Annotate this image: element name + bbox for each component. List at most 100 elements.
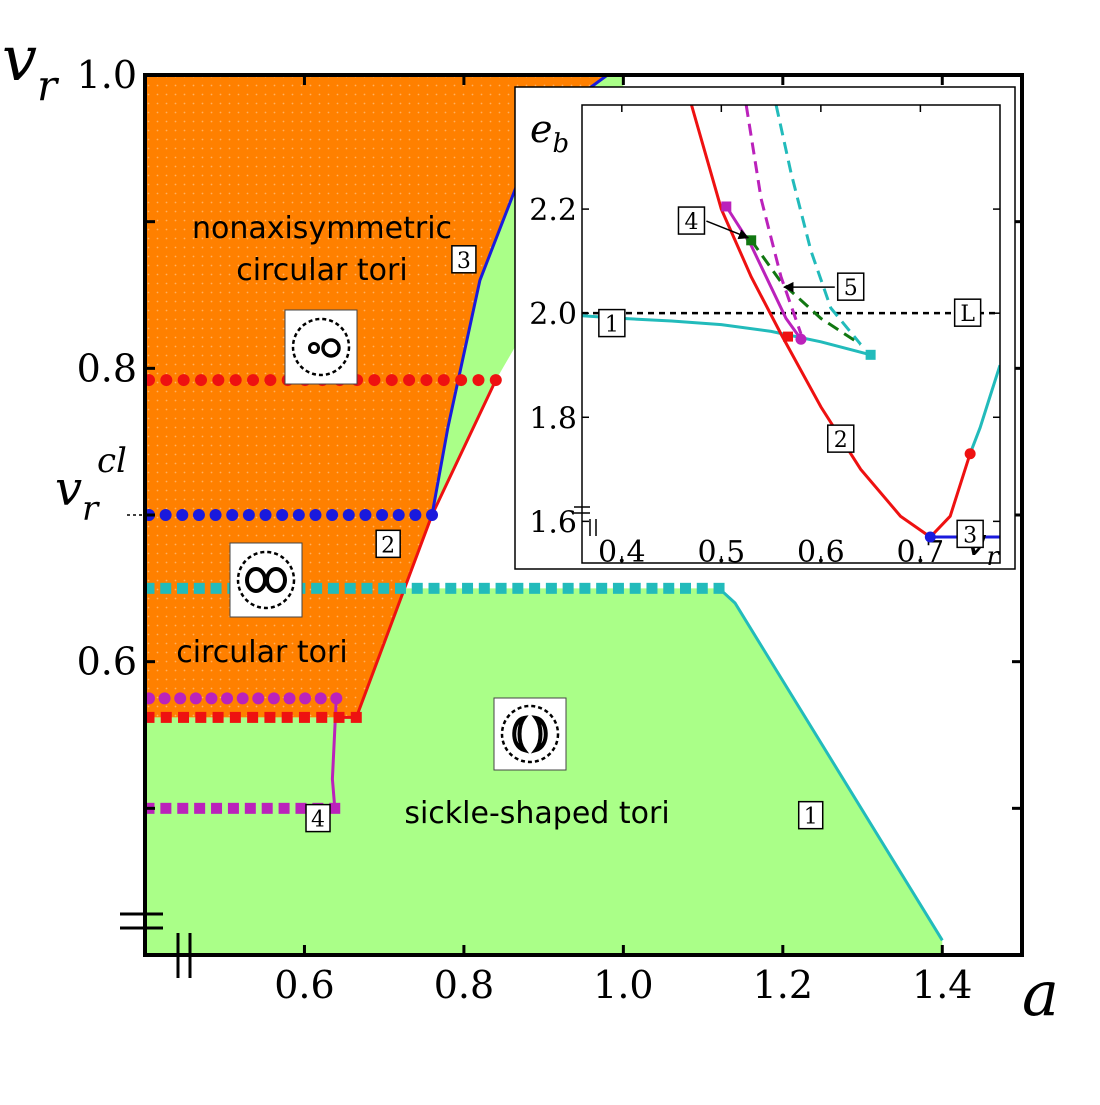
marker-point — [612, 582, 624, 594]
marker-point — [160, 802, 172, 814]
marker-point — [713, 582, 725, 594]
marker-point — [437, 374, 450, 387]
svg-text:v: v — [55, 461, 82, 517]
marker-point — [489, 374, 502, 387]
marker-point — [359, 509, 372, 521]
marker-point — [330, 692, 343, 705]
main-series-label-3: 3 — [451, 245, 477, 274]
marker-point — [160, 374, 173, 387]
main-series-label-4: 4 — [305, 803, 331, 833]
inset-markers — [721, 201, 976, 543]
marker-point — [176, 509, 189, 521]
marker-point — [281, 711, 293, 723]
svg-text:3: 3 — [457, 249, 471, 274]
nonaxisymmetric-torus-icon — [284, 309, 358, 385]
svg-text:1: 1 — [605, 313, 619, 338]
inset-y-tick-label: 2.0 — [529, 297, 577, 332]
sickle-tori-label: sickle-shaped tori — [404, 796, 669, 831]
marker-point — [252, 692, 265, 705]
marker-point — [462, 582, 474, 594]
svg-text:cl: cl — [97, 441, 127, 481]
marker-point — [159, 509, 172, 521]
svg-text:r: r — [82, 489, 100, 529]
inset-x-tick-label: 0.7 — [897, 535, 945, 570]
inset-y-tick-label: 1.6 — [529, 505, 577, 540]
main-ticks: 0.6 0.8 1.0 1.2 1.4 0.6 0.8 1.0 — [77, 53, 1022, 1007]
marker-point — [512, 582, 524, 594]
inset-series-label-2: 2 — [827, 424, 855, 453]
marker-point — [696, 582, 708, 594]
marker-point — [189, 692, 202, 705]
marker-point — [562, 582, 574, 594]
marker-point — [247, 711, 259, 723]
x-tick-label: 0.8 — [434, 963, 494, 1007]
circular-torus-icon — [229, 542, 303, 618]
dotted-blue-circles — [142, 509, 439, 521]
marker-point — [385, 374, 398, 387]
marker-point — [428, 582, 440, 594]
marker-point — [192, 509, 205, 521]
main-series-label-2: 2 — [375, 529, 401, 558]
marker-point — [292, 509, 305, 521]
nonaxisymmetric-label: nonaxisymmetric — [192, 211, 452, 246]
inset-series-label-1: 1 — [598, 308, 626, 338]
inset-series-label-3: 3 — [956, 519, 984, 548]
marker-point — [333, 711, 345, 723]
inset-marker-red-square — [783, 331, 794, 342]
inset-x-tick-label: 0.5 — [697, 535, 745, 570]
inset-marker-magenta-square-top — [721, 201, 732, 212]
inset-series-label-5: 5 — [836, 272, 865, 301]
inset-marker-cyan-square — [865, 349, 876, 360]
inset-panel: 0.40.50.60.71.61.82.02.2 eb vr — [514, 86, 1016, 572]
marker-point — [158, 692, 171, 705]
svg-text:1: 1 — [804, 805, 818, 830]
main-ylabel: vr — [2, 22, 60, 110]
svg-text:2: 2 — [834, 428, 848, 453]
marker-point — [295, 802, 307, 814]
main-series-label-1: 1 — [797, 800, 824, 830]
inset-x-tick-label: 0.6 — [797, 535, 845, 570]
marker-point — [409, 509, 422, 521]
inset-arrow-4 — [706, 220, 750, 240]
marker-point — [212, 374, 225, 387]
marker-point — [195, 374, 208, 387]
marker-point — [221, 692, 234, 705]
inset-series-cyan-dashed — [774, 105, 862, 346]
marker-point — [579, 582, 591, 594]
marker-point — [629, 582, 641, 594]
circular-tori-label: circular tori — [176, 635, 347, 670]
marker-point — [411, 582, 423, 594]
marker-point — [178, 711, 190, 723]
svg-text:3: 3 — [963, 523, 977, 548]
x-tick-label: 1.4 — [912, 963, 972, 1007]
marker-point — [264, 711, 276, 723]
marker-point — [195, 711, 207, 723]
y-tick-label: 0.8 — [77, 346, 137, 390]
marker-point — [283, 692, 296, 705]
marker-point — [160, 711, 172, 723]
marker-point — [545, 582, 557, 594]
nonaxisymmetric-label-2: circular tori — [236, 253, 407, 288]
marker-point — [478, 582, 490, 594]
marker-point — [174, 692, 187, 705]
inset-marker-blue-circle — [924, 531, 936, 543]
inset-series-magenta-dashed — [744, 105, 803, 335]
inset-x-tick-label: 0.4 — [598, 535, 646, 570]
marker-point — [392, 509, 405, 521]
inset-marker-red-circle — [964, 448, 976, 460]
inset-series-1-right — [968, 364, 1000, 455]
inset-break-marks — [574, 506, 597, 536]
marker-point — [342, 509, 355, 521]
svg-text:4: 4 — [311, 808, 325, 833]
inset-axes-frame — [581, 104, 1001, 564]
marker-point — [680, 582, 692, 594]
svg-text:5: 5 — [844, 276, 858, 301]
marker-point — [403, 374, 416, 387]
marker-point — [420, 374, 433, 387]
marker-point — [376, 509, 389, 521]
marker-point — [596, 582, 608, 594]
main-series-4 — [330, 698, 338, 809]
marker-point — [311, 582, 323, 594]
